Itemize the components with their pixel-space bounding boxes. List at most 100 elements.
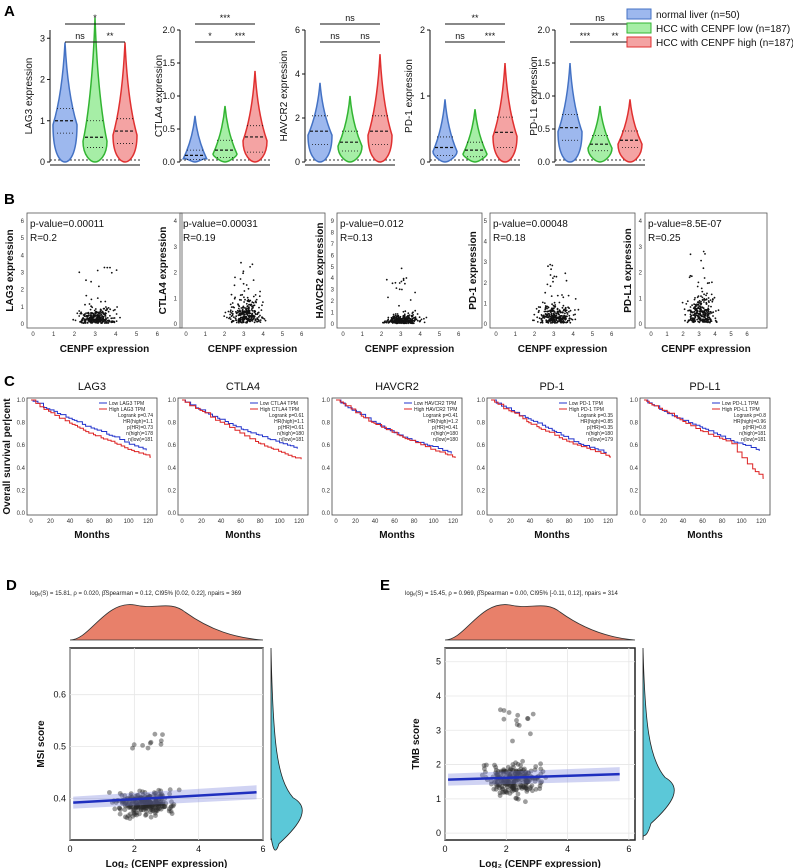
y-tick-label: 1.0 xyxy=(162,91,175,101)
scatter-point xyxy=(102,312,105,314)
scatter-point xyxy=(144,808,149,814)
scatter-point xyxy=(112,806,118,812)
scatter-point xyxy=(74,319,77,322)
scatter-point xyxy=(238,317,240,320)
scatter-point xyxy=(704,314,707,317)
r-value-label: R=0.18 xyxy=(493,233,526,244)
significance-label: *** xyxy=(235,31,246,41)
logrank-stat: n(high)=181 xyxy=(739,431,766,437)
scatter-point xyxy=(166,808,172,814)
scatter-point xyxy=(535,776,541,782)
scatter-point xyxy=(148,800,153,805)
panel-d-msi: logₑ(S) = 15.81, ρ = 0.020, β̂Spearman =… xyxy=(30,591,303,868)
scatter-point xyxy=(551,316,554,319)
scatter-point xyxy=(525,779,530,785)
scatter-point xyxy=(407,312,410,315)
scatter-point xyxy=(518,763,523,768)
scatter-point xyxy=(103,307,106,310)
scatter-point xyxy=(97,321,100,323)
scatter-point xyxy=(492,762,497,768)
scatter-point xyxy=(705,298,708,301)
scatter-point xyxy=(513,795,519,801)
scatter-point xyxy=(243,296,245,299)
scatter-point xyxy=(561,318,564,321)
scatter-point xyxy=(705,302,708,305)
scatter-point xyxy=(147,805,153,810)
scatter-point xyxy=(504,778,510,783)
x-tick-label: 0 xyxy=(31,332,35,338)
scatter-point xyxy=(147,800,153,805)
scatter-point xyxy=(710,312,713,314)
significance-label: *** xyxy=(580,31,591,41)
scatter-point xyxy=(564,307,567,310)
scatter-point xyxy=(229,311,232,313)
scatter-point xyxy=(90,312,92,315)
scatter-point xyxy=(553,301,556,304)
scatter-point xyxy=(506,772,511,778)
scatter-point xyxy=(497,782,503,787)
scatter-point xyxy=(98,285,100,288)
panel-c-survival: Overall survival per|cent LAG3 0.0 0.2 0.4 0.… xyxy=(2,381,771,541)
scatter-point xyxy=(147,799,153,805)
scatter-point xyxy=(491,786,497,792)
scatter-point xyxy=(163,801,169,806)
scatter-point xyxy=(86,321,89,324)
x-tick-label: 5 xyxy=(135,332,139,338)
scatter-point xyxy=(399,317,402,320)
scatter-point xyxy=(104,309,107,312)
scatter-point xyxy=(505,781,511,786)
scatter-point xyxy=(169,799,174,805)
scatter-point xyxy=(495,769,501,774)
scatter-point xyxy=(143,806,149,812)
scatter-point xyxy=(494,772,500,778)
scatter-point xyxy=(243,301,246,303)
plot-frame xyxy=(444,647,636,841)
x-axis-label: Log₂ (CENPF expression) xyxy=(479,859,601,868)
scatter-point xyxy=(256,318,259,320)
scatter-point xyxy=(568,307,570,310)
scatter-point xyxy=(518,783,524,788)
scatter-point xyxy=(106,266,109,269)
scatter-point xyxy=(511,779,517,784)
scatter-point xyxy=(108,319,110,322)
plot-frame xyxy=(336,212,483,329)
scatter-point xyxy=(698,317,701,320)
scatter-point xyxy=(517,770,522,776)
survival-curve-high xyxy=(31,399,151,458)
scatter-point xyxy=(526,779,531,785)
scatter-point xyxy=(689,306,692,308)
scatter-point xyxy=(524,778,530,784)
y-tick-label: 1 xyxy=(21,305,25,311)
y-axis-label: Overall survival per|cent xyxy=(2,398,13,515)
y-tick-label: 0.4 xyxy=(322,466,331,472)
scatter-point xyxy=(552,280,554,283)
scatter-point xyxy=(106,317,109,319)
scatter-point xyxy=(691,319,693,322)
scatter-point xyxy=(156,787,162,793)
r-value-label: R=0.2 xyxy=(30,233,57,244)
scatter-point xyxy=(507,771,513,777)
scatter-point xyxy=(254,300,257,303)
scatter-point xyxy=(133,802,139,808)
scatter-point xyxy=(532,767,538,773)
y-tick-label: 3 xyxy=(331,288,335,294)
significance-label: ns xyxy=(360,31,370,41)
scatter-point xyxy=(523,770,528,776)
scatter-point xyxy=(387,316,390,319)
logrank-stat: n(high)=178 xyxy=(126,431,153,437)
scatter-point xyxy=(130,807,136,813)
scatter-point xyxy=(551,321,553,324)
scatter-point xyxy=(127,804,133,810)
scatter-point xyxy=(264,319,267,322)
scatter-point xyxy=(240,321,242,324)
scatter-point xyxy=(123,800,128,806)
scatter-point xyxy=(538,761,543,767)
scatter-point xyxy=(511,778,517,784)
scatter-point xyxy=(561,315,563,317)
marginal-density-x xyxy=(69,604,264,641)
scatter-point xyxy=(251,313,253,316)
y-tick-label: 3 xyxy=(436,725,441,735)
scatter-point xyxy=(512,783,518,788)
scatter-point xyxy=(154,807,160,812)
scatter-point xyxy=(140,789,145,795)
